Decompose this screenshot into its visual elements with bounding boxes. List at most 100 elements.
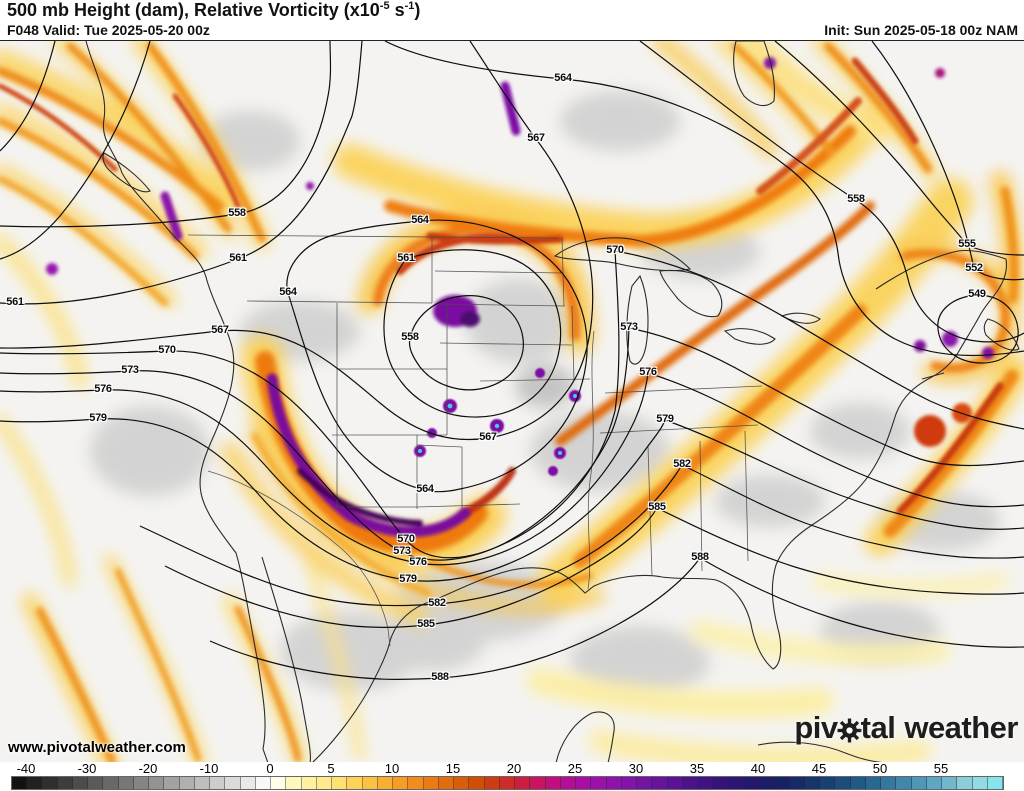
james-bay: [733, 41, 775, 107]
colorbar-cell: [606, 777, 622, 789]
contour-558-northeast: [639, 41, 1024, 343]
vancouver-island: [102, 152, 151, 193]
contour-564-ring: [286, 219, 588, 493]
yucatan: [555, 711, 615, 763]
colorbar-cell: [469, 777, 485, 789]
height-contours-layer: [0, 41, 1024, 681]
forecast-valid-time: F048 Valid: Tue 2025-05-20 00z: [7, 22, 210, 38]
colorbar-cell: [301, 777, 317, 789]
colorbar-cell: [179, 777, 195, 789]
st-lawrence: [875, 249, 1007, 290]
colorbar-cell: [637, 777, 653, 789]
colorbar-cell: [942, 777, 958, 789]
colorbar-cell: [652, 777, 668, 789]
contour-582: [139, 464, 1024, 607]
lake-superior: [553, 237, 692, 272]
vorticity-purple-layer: [46, 57, 994, 538]
colorbar-cell: [545, 777, 561, 789]
contour-561-ring: [383, 249, 562, 418]
colorbar-cell: [865, 777, 881, 789]
colorbar-cell: [103, 777, 119, 789]
colorbar-cell: [850, 777, 866, 789]
colorbar-cell: [42, 777, 58, 789]
colorbar-tick-5: 5: [327, 761, 335, 776]
colorbar-cell: [713, 777, 729, 789]
colorbar-cell: [240, 777, 256, 789]
colorbar-cell: [423, 777, 439, 789]
colorbar-cell: [789, 777, 805, 789]
colorbar-tick-40: 40: [750, 761, 766, 776]
colorbar-cell: [27, 777, 43, 789]
colorbar-cell: [332, 777, 348, 789]
colorbar-cell: [881, 777, 897, 789]
colorbar-cell: [133, 777, 149, 789]
colorbar-cell: [911, 777, 927, 789]
colorbar-scale: [10, 776, 1004, 790]
header-bar: 500 mb Height (dam), Relative Vorticity …: [0, 0, 1024, 40]
colorbar-cell: [393, 777, 409, 789]
contour-555-northeast: [774, 41, 1024, 256]
colorbar-cell: [957, 777, 973, 789]
colorbar-tick-10: 10: [384, 761, 400, 776]
contour-564-top: [384, 41, 1024, 357]
colorbar-cell: [667, 777, 683, 789]
colorbar-cell: [210, 777, 226, 789]
contour-579: [0, 418, 1024, 582]
colorbar-cell: [728, 777, 744, 789]
colorbar-cell: [698, 777, 714, 789]
colorbar-cell: [271, 777, 287, 789]
vorticity-red-layer: [0, 57, 1004, 517]
colorbar-tick-45: 45: [811, 761, 827, 776]
pivotal-weather-logo: piv tal weather: [794, 710, 1018, 746]
colorbar-cell: [194, 777, 210, 789]
vorticity-maxima-layer: [414, 368, 581, 476]
colorbar-cell: [987, 777, 1003, 789]
geography-layer: [85, 41, 1020, 763]
colorbar-cell: [377, 777, 393, 789]
colorbar-tick-labels: -40 -30 -20 -10 0 5 10 15 20 25 30 35 40 45 50 55: [0, 761, 1024, 776]
colorbar-cell: [362, 777, 378, 789]
colorbar-tick--10: -10: [199, 761, 219, 776]
colorbar-cell: [57, 777, 73, 789]
us-canada-border: [187, 234, 559, 239]
contour-552-northeast: [871, 41, 1024, 281]
colorbar-tick-35: 35: [689, 761, 705, 776]
colorbar-cell: [682, 777, 698, 789]
contour-567-wrap: [0, 41, 594, 441]
lake-erie: [723, 328, 776, 345]
contour-588: [209, 557, 1024, 681]
colorbar-tick-30: 30: [628, 761, 644, 776]
colorbar-cell: [835, 777, 851, 789]
rio-grande-border: [207, 470, 391, 647]
colorbar-tick--40: -40: [16, 761, 36, 776]
colorbar-tick-55: 55: [933, 761, 949, 776]
colorbar-cell: [560, 777, 576, 789]
colorbar-cell: [11, 777, 27, 789]
contour-585: [164, 507, 1024, 628]
colorbar-tick--30: -30: [77, 761, 97, 776]
colorbar-cell: [972, 777, 988, 789]
colorbar-cell: [759, 777, 775, 789]
colorbar-cell: [255, 777, 271, 789]
mexico-west-coastline: [261, 556, 311, 763]
logo-text-end: weather: [904, 710, 1018, 745]
lake-ontario: [780, 312, 821, 324]
colorbar-tick-20: 20: [506, 761, 522, 776]
borders-layer: [187, 234, 763, 647]
contour-558-west: [0, 41, 332, 228]
colorbar-cell: [286, 777, 302, 789]
colorbar-cell: [484, 777, 500, 789]
long-island: [921, 372, 945, 380]
colorbar-tick-15: 15: [445, 761, 461, 776]
colorbar-cell: [408, 777, 424, 789]
colorbar-cell: [621, 777, 637, 789]
colorbar-cell: [896, 777, 912, 789]
colorbar-cell: [820, 777, 836, 789]
lake-michigan: [626, 274, 649, 365]
colorbar-tick--20: -20: [138, 761, 158, 776]
colorbar-cell: [347, 777, 363, 789]
colorbar-cell: [576, 777, 592, 789]
contour-561-west: [0, 41, 363, 305]
logo-text-mid: tal: [860, 710, 896, 745]
gulf-atlantic-coastline: [311, 258, 1008, 763]
